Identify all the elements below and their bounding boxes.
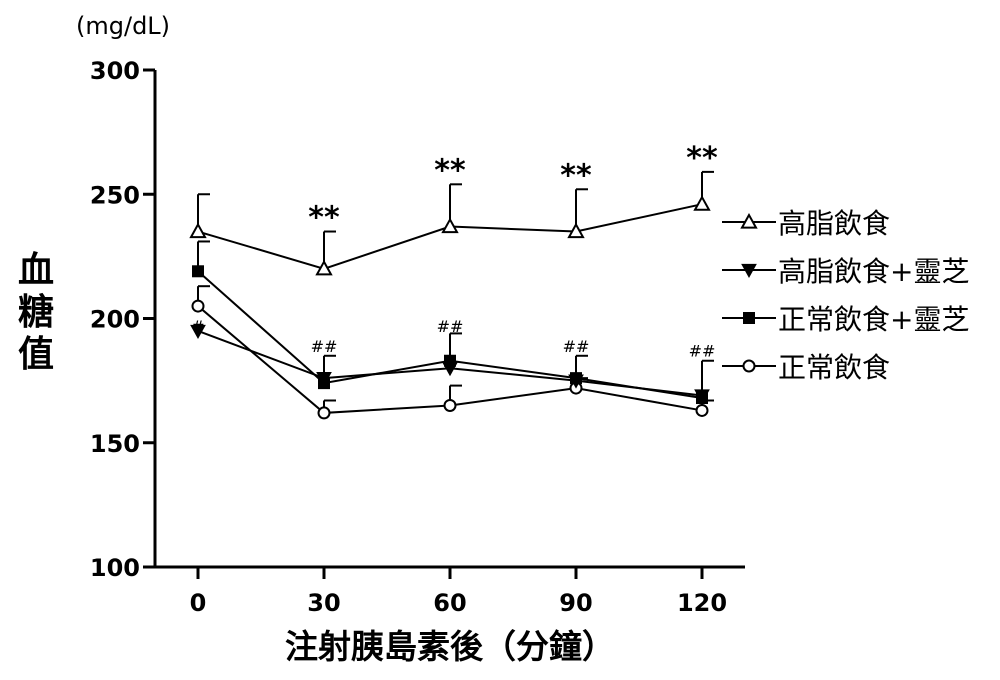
data-point xyxy=(742,359,756,373)
significance-annotation: ** xyxy=(560,158,592,193)
data-point xyxy=(441,217,459,234)
significance-annotation: ## xyxy=(689,342,716,361)
legend-item: 高脂飲食 xyxy=(722,198,969,246)
legend: 高脂飲食 高脂飲食+靈芝 正常飲食+靈芝 正常飲食 xyxy=(722,198,969,390)
data-point xyxy=(694,389,710,404)
legend-marker-triangle-down-icon xyxy=(722,263,776,279)
significance-annotation: ## xyxy=(311,337,338,356)
legend-label: 高脂飲食 xyxy=(778,207,891,240)
x-tick-label: 90 xyxy=(559,589,592,617)
significance-annotation: ## xyxy=(563,337,590,356)
y-unit-label: (mg/dL) xyxy=(76,12,171,40)
significance-annotation: ** xyxy=(308,201,340,236)
data-point xyxy=(443,398,457,412)
data-point xyxy=(317,406,331,420)
y-tick-label: 200 xyxy=(90,306,140,334)
significance-annotation: ## xyxy=(437,317,464,336)
legend-item: 正常飲食 xyxy=(722,342,969,390)
data-point xyxy=(192,265,204,278)
legend-marker-circle-open-icon xyxy=(722,359,776,373)
significance-annotation: ** xyxy=(434,153,466,188)
data-point xyxy=(189,222,207,239)
legend-item: 高脂飲食+靈芝 xyxy=(722,246,969,294)
legend-marker-triangle-open-icon xyxy=(722,212,776,229)
y-tick-label: 150 xyxy=(90,430,140,458)
y-axis-title: 血糖值 xyxy=(17,250,54,375)
data-point xyxy=(693,195,711,211)
data-point xyxy=(191,299,205,313)
data-point xyxy=(567,222,585,239)
significance-annotation: # xyxy=(191,317,204,336)
data-point xyxy=(442,362,458,377)
legend-label: 高脂飲食+靈芝 xyxy=(778,255,970,288)
data-point xyxy=(568,374,584,389)
x-tick-label: 120 xyxy=(677,589,727,617)
x-tick-label: 60 xyxy=(433,589,466,617)
data-point xyxy=(316,372,332,387)
data-point xyxy=(315,259,333,276)
y-tick-label: 250 xyxy=(90,181,140,209)
legend-item: 正常飲食+靈芝 xyxy=(722,294,969,342)
data-point xyxy=(695,403,709,417)
y-tick-label: 300 xyxy=(90,57,140,85)
legend-label: 正常飲食+靈芝 xyxy=(778,303,970,336)
x-axis-title: 注射胰島素後（分鐘） xyxy=(285,627,615,666)
data-point xyxy=(741,263,757,279)
x-tick-label: 30 xyxy=(307,589,340,617)
x-tick-label: 0 xyxy=(190,589,207,617)
data-point xyxy=(743,312,755,324)
y-tick-label: 100 xyxy=(90,554,140,582)
data-point xyxy=(740,212,758,229)
legend-marker-square-icon xyxy=(722,312,776,324)
significance-annotation: ** xyxy=(686,141,718,176)
legend-label: 正常飲食 xyxy=(778,351,891,384)
data-point xyxy=(190,324,206,339)
